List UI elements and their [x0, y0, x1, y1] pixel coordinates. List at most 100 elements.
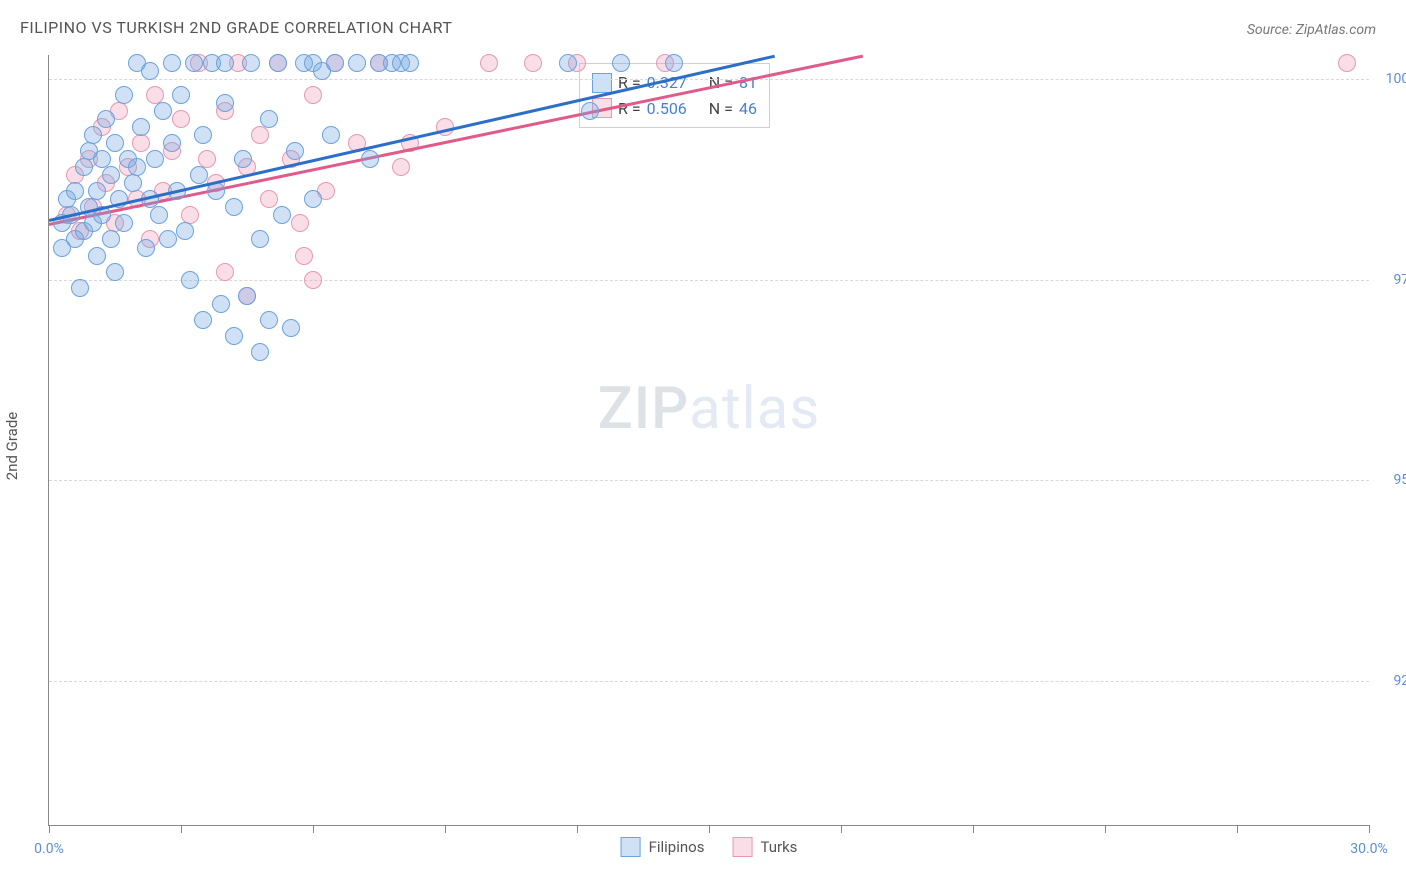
gridline	[49, 280, 1369, 281]
data-point-filipinos	[102, 230, 120, 248]
data-point-turks	[260, 190, 278, 208]
data-point-turks	[251, 126, 269, 144]
data-point-turks	[524, 54, 542, 72]
data-point-filipinos	[106, 263, 124, 281]
data-point-filipinos	[326, 54, 344, 72]
data-point-turks	[198, 150, 216, 168]
watermark-atlas: atlas	[689, 375, 820, 443]
data-point-filipinos	[559, 54, 577, 72]
chart-plot-area: ZIPatlas R = 0.327 N = 81 R = 0.506 N = …	[48, 55, 1369, 826]
data-point-filipinos	[115, 214, 133, 232]
data-point-filipinos	[172, 86, 190, 104]
data-point-filipinos	[150, 206, 168, 224]
x-tick	[1369, 825, 1370, 833]
data-point-filipinos	[234, 150, 252, 168]
legend-label-turks: Turks	[760, 838, 797, 856]
x-tick	[577, 825, 578, 833]
data-point-turks	[291, 214, 309, 232]
gridline	[49, 79, 1369, 80]
x-tick-label: 0.0%	[34, 841, 64, 857]
data-point-turks	[304, 86, 322, 104]
data-point-filipinos	[71, 279, 89, 297]
data-point-filipinos	[159, 230, 177, 248]
data-point-filipinos	[212, 295, 230, 313]
x-tick-label: 30.0%	[1350, 841, 1388, 857]
data-point-filipinos	[260, 110, 278, 128]
data-point-filipinos	[665, 54, 683, 72]
x-tick	[49, 825, 50, 833]
data-point-filipinos	[124, 174, 142, 192]
legend-item-turks: Turks	[732, 837, 797, 857]
data-point-turks	[216, 263, 234, 281]
data-point-filipinos	[75, 158, 93, 176]
data-point-filipinos	[612, 54, 630, 72]
source-name: ZipAtlas.com	[1296, 22, 1376, 38]
legend-swatch-turks	[732, 837, 752, 857]
data-point-filipinos	[304, 190, 322, 208]
data-point-filipinos	[163, 54, 181, 72]
data-point-turks	[1338, 54, 1356, 72]
data-point-filipinos	[273, 206, 291, 224]
n-label: N =	[709, 96, 733, 122]
data-point-filipinos	[66, 182, 84, 200]
legend-swatch-filipinos	[621, 837, 641, 857]
swatch-filipinos	[592, 73, 612, 93]
chart-title: FILIPINO VS TURKISH 2ND GRADE CORRELATIO…	[20, 18, 452, 37]
data-point-filipinos	[225, 198, 243, 216]
watermark-zip: ZIP	[598, 375, 689, 443]
x-tick	[841, 825, 842, 833]
data-point-filipinos	[269, 54, 287, 72]
source-attribution: Source: ZipAtlas.com	[1247, 22, 1376, 38]
data-point-turks	[172, 110, 190, 128]
data-point-filipinos	[225, 327, 243, 345]
data-point-filipinos	[251, 343, 269, 361]
data-point-filipinos	[581, 102, 599, 120]
x-tick	[445, 825, 446, 833]
data-point-filipinos	[238, 287, 256, 305]
data-point-filipinos	[88, 182, 106, 200]
gridline	[49, 480, 1369, 481]
legend: Filipinos Turks	[621, 837, 798, 857]
data-point-filipinos	[322, 126, 340, 144]
stats-row-turks: R = 0.506 N = 46	[592, 96, 757, 122]
x-tick	[709, 825, 710, 833]
data-point-filipinos	[146, 150, 164, 168]
data-point-filipinos	[115, 86, 133, 104]
y-tick-label: 95.0%	[1376, 472, 1406, 488]
data-point-filipinos	[84, 126, 102, 144]
y-tick-label: 100.0%	[1376, 71, 1406, 87]
data-point-filipinos	[141, 62, 159, 80]
data-point-filipinos	[102, 166, 120, 184]
data-point-turks	[304, 271, 322, 289]
r-label: R =	[618, 96, 641, 122]
data-point-filipinos	[88, 247, 106, 265]
x-tick	[181, 825, 182, 833]
data-point-filipinos	[137, 239, 155, 257]
x-tick	[313, 825, 314, 833]
n-value-turks: 46	[739, 96, 757, 122]
data-point-filipinos	[190, 166, 208, 184]
data-point-turks	[392, 158, 410, 176]
data-point-filipinos	[242, 54, 260, 72]
data-point-filipinos	[154, 102, 172, 120]
data-point-filipinos	[251, 230, 269, 248]
data-point-turks	[295, 247, 313, 265]
data-point-filipinos	[97, 110, 115, 128]
data-point-filipinos	[194, 126, 212, 144]
x-tick	[1105, 825, 1106, 833]
watermark: ZIPatlas	[598, 375, 821, 443]
data-point-filipinos	[185, 54, 203, 72]
data-point-filipinos	[128, 158, 146, 176]
data-point-filipinos	[181, 271, 199, 289]
source-label: Source:	[1247, 22, 1296, 38]
data-point-filipinos	[401, 54, 419, 72]
x-tick	[1237, 825, 1238, 833]
data-point-turks	[480, 54, 498, 72]
data-point-filipinos	[260, 311, 278, 329]
data-point-filipinos	[194, 311, 212, 329]
data-point-filipinos	[286, 142, 304, 160]
data-point-filipinos	[132, 118, 150, 136]
x-tick	[973, 825, 974, 833]
data-point-turks	[132, 134, 150, 152]
data-point-filipinos	[216, 54, 234, 72]
